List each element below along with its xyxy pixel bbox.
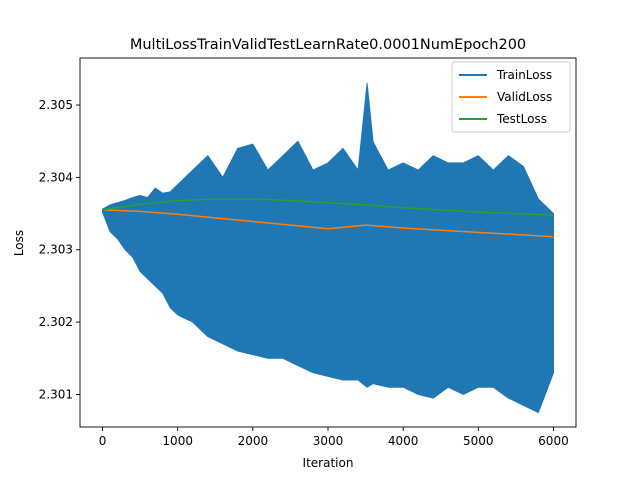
x-axis-label: Iteration xyxy=(303,456,354,470)
x-tick-label: 4000 xyxy=(388,434,419,448)
x-tick-label: 5000 xyxy=(463,434,494,448)
y-tick-label: 2.303 xyxy=(39,243,73,257)
legend-box xyxy=(451,61,571,133)
legend-label-trainloss: TrainLoss xyxy=(496,68,552,82)
y-tick-label: 2.305 xyxy=(39,98,73,112)
plot-area xyxy=(101,82,554,413)
y-axis-label: Loss xyxy=(12,230,26,256)
valid-loss-line xyxy=(102,209,554,238)
x-tick-label: 2000 xyxy=(238,434,269,448)
test-loss-line xyxy=(102,198,554,216)
y-tick-label: 2.304 xyxy=(39,170,73,184)
legend-label-testloss: TestLoss xyxy=(496,112,547,126)
y-tick-label: 2.301 xyxy=(39,387,73,401)
x-tick-label: 0 xyxy=(99,434,107,448)
legend-label-validloss: ValidLoss xyxy=(497,90,552,104)
x-tick-label: 3000 xyxy=(313,434,344,448)
y-tick-label: 2.302 xyxy=(39,315,73,329)
x-tick-label: 1000 xyxy=(162,434,193,448)
legend: TrainLoss ValidLoss TestLoss xyxy=(451,61,571,133)
x-tick-label: 6000 xyxy=(538,434,569,448)
y-axis-ticks: 2.301 2.302 2.303 2.304 2.305 xyxy=(39,98,80,401)
chart-title: MultiLossTrainValidTestLearnRate0.0001Nu… xyxy=(130,37,526,53)
x-axis-ticks: 0 1000 2000 3000 4000 5000 6000 xyxy=(99,427,569,448)
